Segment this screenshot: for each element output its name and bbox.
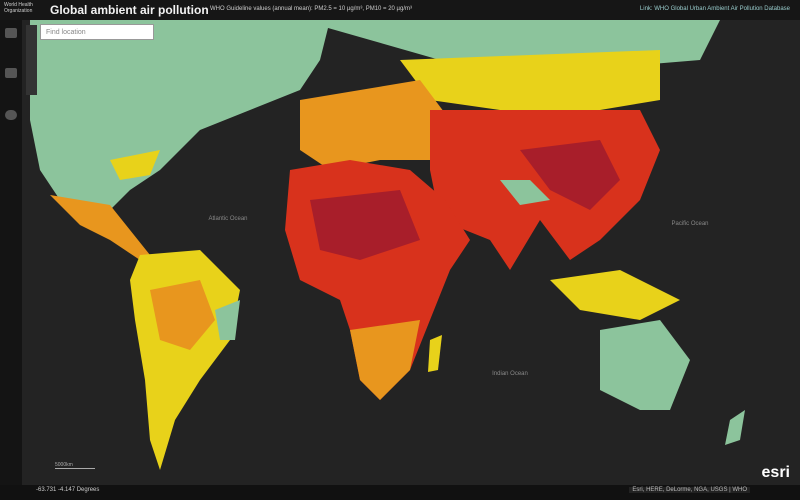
land-brazil-coast xyxy=(215,300,240,340)
scale-bar: 5000km xyxy=(55,462,95,469)
attribution: Esri, HERE, DeLorme, NGA, USGS | WHO xyxy=(629,487,750,493)
land-china xyxy=(520,140,620,210)
coordinates: -63.731 -4.147 Degrees xyxy=(36,487,100,493)
land-us-east xyxy=(110,150,160,180)
header: World Health Organization Global ambient… xyxy=(0,0,800,20)
land-southeast-asia xyxy=(550,270,680,320)
land-australia xyxy=(600,320,690,410)
land-new-zealand xyxy=(725,410,745,445)
land-europe xyxy=(300,80,450,170)
land-central-america xyxy=(50,195,150,260)
land-south-africa xyxy=(350,320,420,400)
app-title: Global ambient air pollution xyxy=(50,3,209,17)
land-tibet xyxy=(500,180,550,205)
land xyxy=(30,20,745,470)
land-russia xyxy=(400,50,660,110)
ocean-label: Pacific Ocean xyxy=(671,221,708,227)
logo-text: World Health Organization xyxy=(4,2,33,14)
map[interactable]: Atlantic Ocean Pacific Ocean Indian Ocea… xyxy=(22,20,800,485)
legend-button[interactable] xyxy=(5,68,17,78)
info-button[interactable] xyxy=(5,110,17,120)
zoom-controls[interactable] xyxy=(26,25,37,95)
land-madagascar xyxy=(428,335,442,372)
ocean-label: Atlantic Ocean xyxy=(208,216,247,222)
land-sahara xyxy=(310,190,420,260)
footer: -63.731 -4.147 Degrees Esri, HERE, DeLor… xyxy=(0,485,800,500)
database-link[interactable]: Link: WHO Global Urban Ambient Air Pollu… xyxy=(639,6,790,12)
esri-logo: esri xyxy=(761,464,790,481)
toolbar xyxy=(0,20,22,485)
search-box[interactable]: Find location xyxy=(40,24,154,40)
guideline-text: WHO Guideline values (annual mean): PM2.… xyxy=(210,6,413,12)
ocean-label: Indian Ocean xyxy=(492,371,528,377)
land-north-america xyxy=(30,20,330,215)
land-south-america-inner xyxy=(150,280,215,350)
layers-button[interactable] xyxy=(5,28,17,38)
